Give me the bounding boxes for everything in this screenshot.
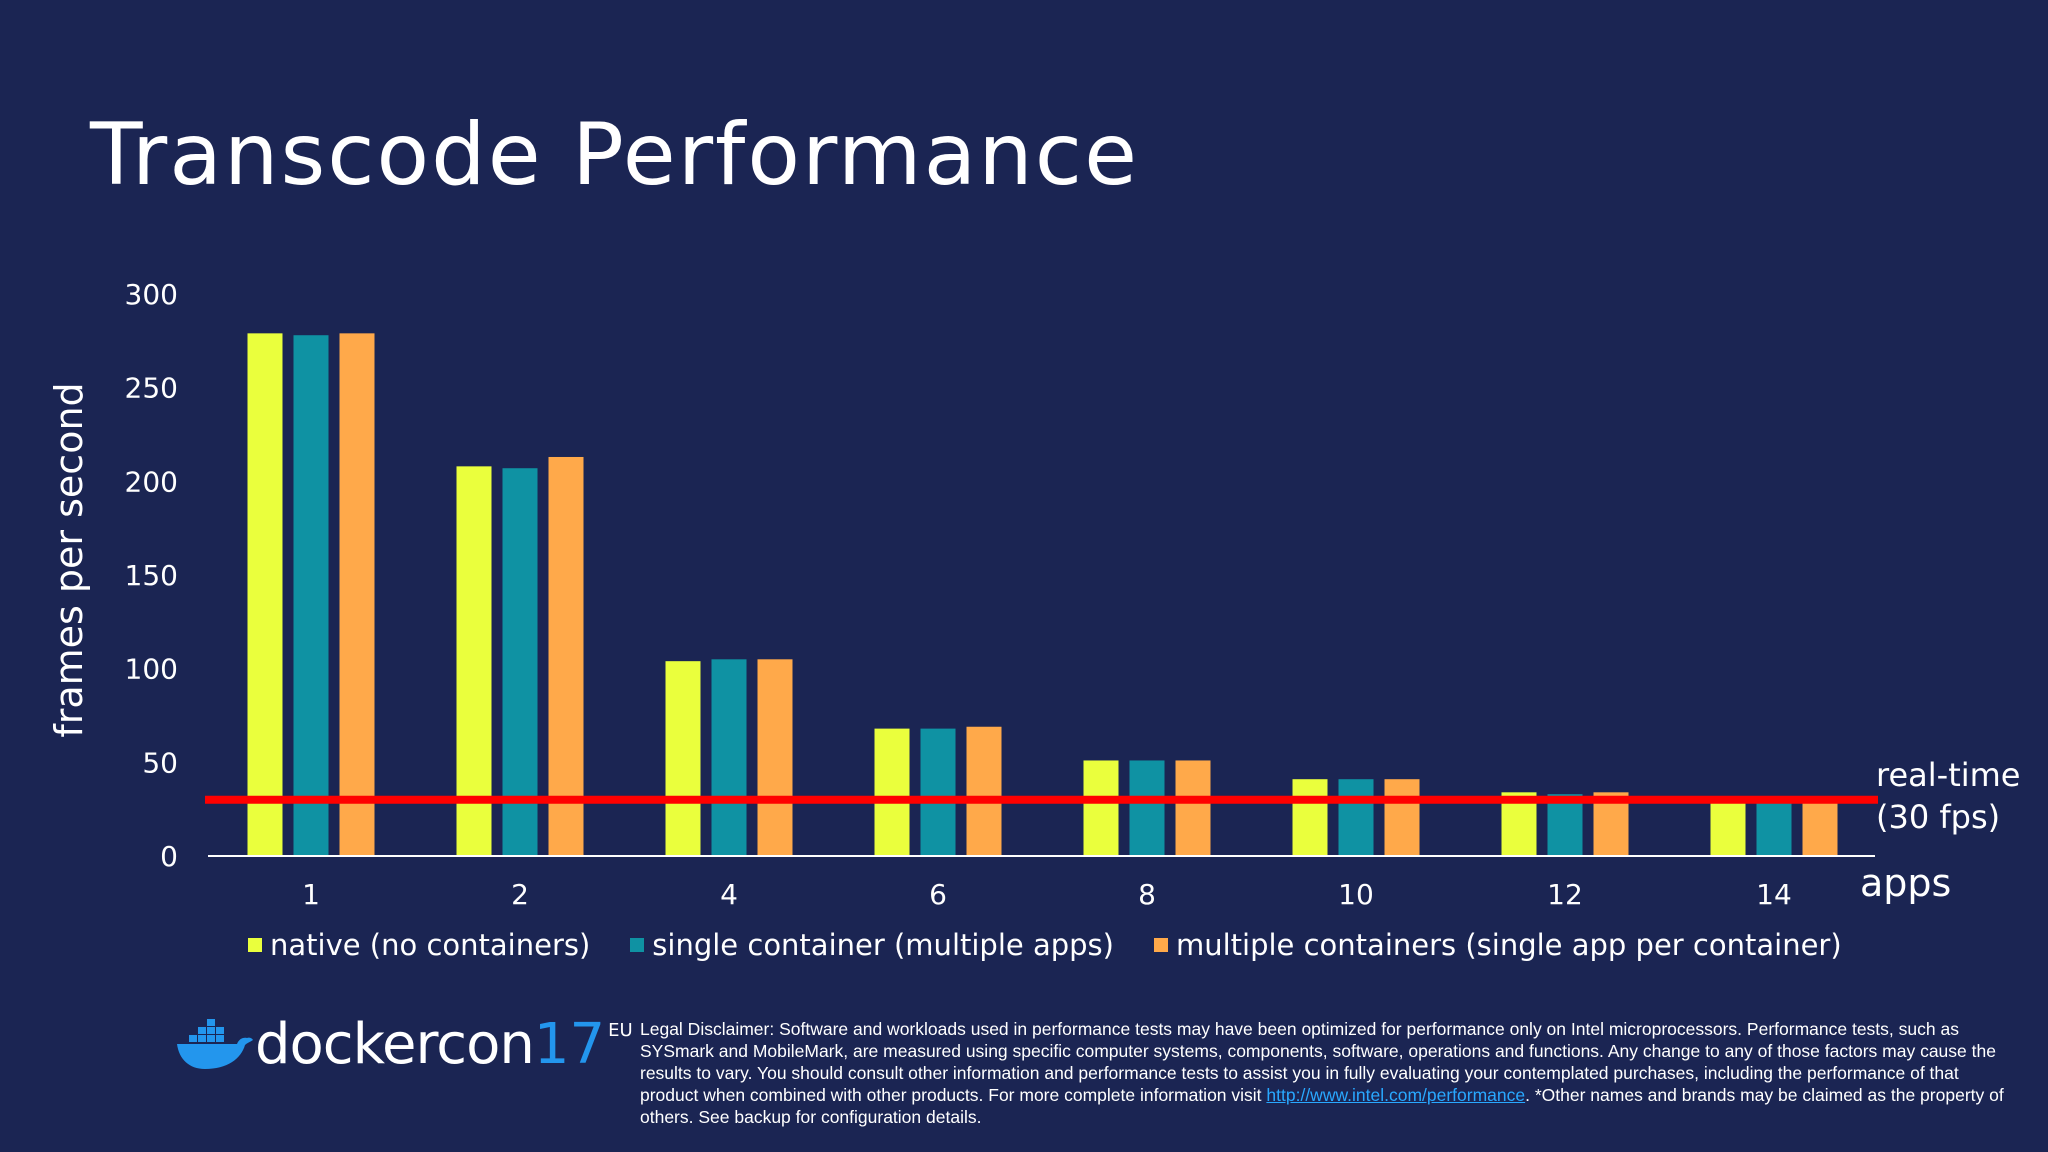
bar-multiple xyxy=(1384,779,1420,856)
logo-region: EU xyxy=(608,1020,633,1041)
legal-disclaimer: Legal Disclaimer: Software and workloads… xyxy=(640,1018,2020,1128)
x-tick-label: 12 xyxy=(1547,878,1583,911)
legend-item-multiple: multiple containers (single app per cont… xyxy=(1153,928,1842,962)
bar-single xyxy=(711,659,747,856)
x-tick-label: 10 xyxy=(1338,878,1374,911)
dockercon-logo: dockercon 17 EU xyxy=(175,1012,633,1077)
x-tick-label: 6 xyxy=(929,878,947,911)
legend-item-single: single container (multiple apps) xyxy=(630,928,1114,962)
x-tick-label: 14 xyxy=(1756,878,1792,911)
bar-single xyxy=(920,728,956,856)
legend-swatch-multiple xyxy=(1153,938,1168,952)
bar-native xyxy=(1083,760,1119,856)
bar-single xyxy=(1547,794,1583,856)
bar-native xyxy=(665,661,701,856)
legend-swatch-native xyxy=(248,938,262,952)
bar-multiple xyxy=(757,659,793,856)
bar-native xyxy=(456,466,492,856)
bar-single xyxy=(502,468,538,856)
bar-native xyxy=(874,728,910,856)
x-tick-label: 2 xyxy=(511,878,529,911)
bar-multiple xyxy=(966,726,1002,856)
y-tick-label: 0 xyxy=(160,840,178,873)
logo-wordmark: dockercon xyxy=(255,1012,535,1077)
disclaimer-text-1: Legal Disclaimer: Software and workloads… xyxy=(640,1019,1996,1105)
bar-single xyxy=(1338,779,1374,856)
x-tick-label: 4 xyxy=(720,878,738,911)
legend-swatch-single xyxy=(630,938,645,952)
slide-title: Transcode Performance xyxy=(90,105,1139,205)
bar-single xyxy=(1129,760,1165,856)
chart-legend: native (no containers) single container … xyxy=(248,928,1882,962)
legend-label-multiple: multiple containers (single app per cont… xyxy=(1175,928,1842,962)
y-tick-label: 250 xyxy=(125,372,178,405)
legend-item-native: native (no containers) xyxy=(248,928,590,962)
y-tick-label: 50 xyxy=(142,746,178,779)
threshold-label-line1: real-time xyxy=(1876,756,2020,794)
x-axis-title: apps xyxy=(1860,861,1951,905)
bar-multiple xyxy=(1175,760,1211,856)
logo-year: 17 xyxy=(533,1012,606,1077)
bar-multiple xyxy=(339,333,375,857)
x-tick-label: 8 xyxy=(1138,878,1156,911)
disclaimer-text-2: . *Other names and brands may be claimed… xyxy=(640,1085,2004,1127)
legend-label-single: single container (multiple apps) xyxy=(652,928,1114,962)
docker-whale-icon xyxy=(177,1018,253,1069)
y-tick-label: 200 xyxy=(125,465,178,498)
bar-multiple xyxy=(1802,801,1838,856)
threshold-label-line2: (30 fps) xyxy=(1876,798,2000,836)
x-tick-label: 1 xyxy=(302,878,320,911)
bar-native xyxy=(247,333,283,857)
bar-single xyxy=(1756,801,1792,856)
bar-multiple xyxy=(548,456,584,856)
legend-label-native: native (no containers) xyxy=(270,928,591,962)
bar-native xyxy=(1710,801,1746,856)
intel-performance-link[interactable]: http://www.intel.com/performance xyxy=(1266,1085,1526,1105)
y-axis-title: frames per second xyxy=(47,382,91,737)
y-tick-label: 100 xyxy=(125,653,178,686)
bar-native xyxy=(1292,779,1328,856)
bar-single xyxy=(293,335,329,856)
y-tick-label: 150 xyxy=(125,559,178,592)
y-tick-label: 300 xyxy=(125,278,178,311)
